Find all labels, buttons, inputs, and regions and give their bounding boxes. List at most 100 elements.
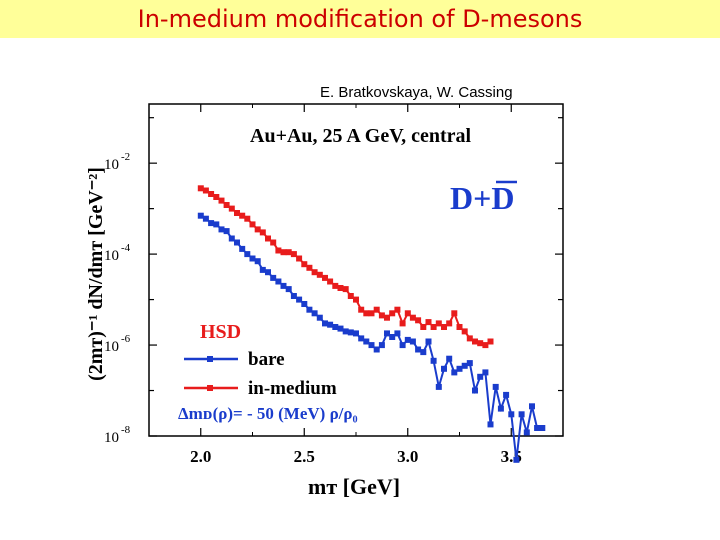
- data-point-in-medium: [420, 324, 427, 330]
- data-point-in-medium: [197, 185, 204, 192]
- svg-text:D+D: D+D: [450, 180, 514, 216]
- x-tick-label: 3.5: [501, 447, 522, 466]
- legend-bare-marker: [207, 356, 213, 362]
- data-point-bare: [497, 405, 504, 412]
- data-point-bare: [384, 330, 390, 337]
- y-tick-exponent: -6: [121, 333, 131, 345]
- data-point-in-medium: [441, 324, 447, 330]
- data-point-bare: [316, 314, 323, 321]
- data-point-bare: [415, 346, 422, 353]
- series-bare: [197, 212, 546, 463]
- data-point-bare: [373, 346, 380, 353]
- data-point-in-medium: [482, 342, 489, 349]
- data-point-in-medium: [378, 312, 385, 319]
- x-axis-label: mᴛ [GeV]: [308, 474, 400, 499]
- data-point-bare: [539, 425, 546, 431]
- legend-inmedium-label: in-medium: [248, 378, 337, 399]
- data-point-in-medium: [430, 324, 437, 330]
- data-point-in-medium: [446, 320, 453, 327]
- data-point-in-medium: [239, 212, 246, 219]
- data-point-bare: [280, 282, 287, 289]
- data-point-bare: [368, 342, 375, 349]
- data-point-bare: [508, 411, 515, 418]
- data-point-bare: [487, 421, 494, 428]
- data-point-bare: [353, 330, 359, 337]
- y-tick-label: 10: [104, 248, 119, 264]
- data-point-bare: [430, 357, 437, 364]
- data-point-in-medium: [265, 235, 271, 242]
- data-point-bare: [234, 239, 240, 246]
- data-point-in-medium: [353, 296, 359, 303]
- data-point-bare: [249, 255, 256, 262]
- data-point-bare: [441, 365, 447, 372]
- data-point-in-medium: [456, 324, 463, 330]
- data-point-in-medium: [373, 306, 380, 313]
- data-point-in-medium: [270, 239, 277, 246]
- data-point-in-medium: [223, 202, 230, 208]
- chart-title: Au+Au, 25 A GeV, central: [250, 125, 471, 147]
- y-tick-exponent: -4: [121, 242, 131, 254]
- data-point-bare: [244, 251, 251, 258]
- data-point-bare: [275, 278, 282, 285]
- x-tick-label: 2.5: [294, 447, 315, 466]
- data-point-bare: [332, 324, 339, 330]
- data-point-in-medium: [316, 271, 323, 278]
- data-point-bare: [208, 220, 215, 227]
- data-point-bare: [218, 226, 225, 233]
- data-point-bare: [461, 362, 468, 369]
- mass-shift-formula: Δmᴅ(ρ)= - 50 (MeV) ρ/ρ₀: [178, 404, 358, 423]
- y-tick-labels: 10-210-410-610-8: [104, 151, 131, 446]
- data-point-in-medium: [477, 340, 484, 347]
- data-point-in-medium: [409, 314, 416, 321]
- data-point-in-medium: [363, 310, 370, 317]
- data-point-bare: [482, 369, 489, 376]
- data-point-in-medium: [384, 314, 390, 321]
- data-point-in-medium: [285, 249, 292, 256]
- data-point-in-medium: [249, 221, 256, 228]
- data-point-bare: [420, 349, 427, 356]
- data-point-bare: [472, 387, 478, 394]
- series-layer: [197, 185, 546, 463]
- x-tick-labels: 2.0 2.5 3.0 3.5: [190, 447, 522, 466]
- y-tick-label: 10: [104, 157, 119, 173]
- y-tick-exponent: -8: [121, 424, 131, 436]
- data-point-in-medium: [487, 338, 494, 345]
- data-point-in-medium: [208, 191, 215, 197]
- data-point-bare: [435, 383, 442, 390]
- axis-ticks: [148, 104, 564, 437]
- data-point-bare: [259, 266, 266, 273]
- series-in-medium: [197, 185, 494, 349]
- data-point-bare: [513, 456, 520, 463]
- data-point-bare: [425, 338, 432, 345]
- data-point-bare: [285, 286, 292, 293]
- data-point-in-medium: [404, 310, 411, 317]
- data-point-in-medium: [394, 306, 401, 313]
- data-point-bare: [306, 306, 313, 313]
- data-point-bare: [296, 296, 303, 303]
- x-tick-label: 3.0: [397, 447, 418, 466]
- data-point-bare: [228, 235, 235, 242]
- data-point-bare: [301, 301, 308, 307]
- model-label: HSD: [200, 321, 241, 343]
- data-point-bare: [270, 274, 277, 281]
- y-tick-label: 10: [104, 339, 119, 355]
- slide-title: In-medium modification of D-mesons: [137, 5, 583, 33]
- data-point-bare: [322, 320, 328, 327]
- data-point-bare: [358, 335, 365, 342]
- data-point-bare: [327, 321, 334, 328]
- data-point-in-medium: [347, 293, 354, 299]
- data-point-in-medium: [451, 310, 458, 317]
- data-point-in-medium: [425, 319, 432, 326]
- data-point-in-medium: [389, 310, 396, 317]
- y-tick-label: 10: [104, 430, 119, 446]
- data-point-bare: [529, 403, 535, 410]
- data-point-bare: [523, 429, 530, 436]
- data-point-in-medium: [301, 261, 308, 268]
- data-point-in-medium: [435, 320, 442, 327]
- data-point-in-medium: [290, 251, 297, 258]
- data-point-in-medium: [280, 249, 287, 256]
- data-point-bare: [378, 342, 385, 349]
- data-point-bare: [213, 221, 220, 228]
- data-point-in-medium: [254, 226, 261, 233]
- data-point-bare: [446, 355, 453, 362]
